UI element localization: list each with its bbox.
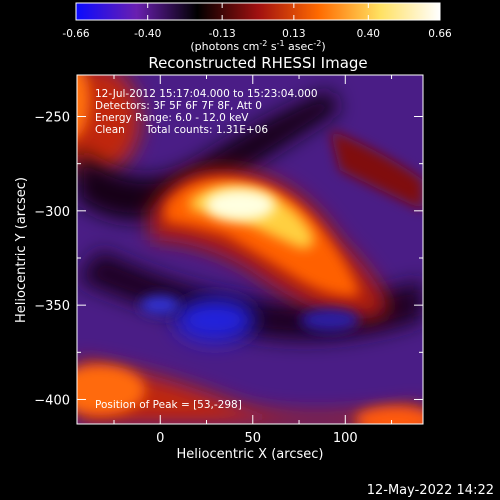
colorbar-tick-label: -0.66 — [62, 28, 89, 40]
axis-ticks: 0 50 100 −250 −300 −350 −400 — [34, 75, 423, 446]
colorbar-ticks: -0.66 -0.40 -0.13 0.13 0.40 0.66 — [62, 3, 452, 40]
x-tick-label: 100 — [333, 431, 358, 446]
blue-minimum-2 — [140, 295, 180, 315]
colorbar-tick-label: -0.13 — [209, 28, 236, 40]
annotations: 12-Jul-2012 15:17:04.000 to 15:23:04.000… — [95, 88, 318, 411]
annotation-peak: Position of Peak = [53,-298] — [95, 399, 242, 411]
intensity-map — [77, 75, 423, 424]
plot-frame — [76, 74, 424, 425]
colorbar-tick-label: -0.40 — [134, 28, 161, 40]
colorbar-label: (photons cm-2 s-1 asec-2) — [190, 39, 325, 53]
annotation-total-counts: Total counts: 1.31E+06 — [145, 124, 268, 136]
flare-core — [205, 189, 275, 221]
y-tick-label: −400 — [34, 393, 70, 408]
x-tick-label: 0 — [156, 431, 164, 446]
blue-minimum-3 — [300, 308, 360, 332]
y-tick-label: −350 — [34, 299, 70, 314]
emission-upper-left-core — [77, 75, 90, 138]
colorbar-tick-label: 0.66 — [428, 28, 452, 40]
annotation-date-range: 12-Jul-2012 15:17:04.000 to 15:23:04.000 — [95, 88, 318, 100]
chart-title: Reconstructed RHESSI Image — [148, 54, 367, 72]
emission-right — [330, 130, 423, 210]
emission-bottom-right — [355, 406, 423, 424]
x-axis-label: Heliocentric X (arcsec) — [177, 447, 324, 462]
blue-minimum — [175, 298, 255, 342]
annotation-clean: Clean — [95, 124, 125, 136]
colorbar-tick-label: 0.40 — [357, 28, 380, 40]
annotation-detectors: Detectors: 3F 5F 6F 7F 8F, Att 0 — [95, 100, 262, 112]
annotation-energy: Energy Range: 6.0 - 12.0 keV — [95, 112, 249, 124]
x-tick-label: 50 — [245, 431, 262, 446]
dark-band-upper — [77, 90, 340, 220]
colorbar: -0.66 -0.40 -0.13 0.13 0.40 0.66 (photons cm-… — [62, 2, 452, 53]
flare-source — [150, 168, 390, 319]
footer-timestamp: 12-May-2022 14:22 — [367, 483, 494, 498]
y-axis-label: Heliocentric Y (arcsec) — [14, 177, 29, 323]
emission-upper-left — [77, 75, 140, 175]
colorbar-gradient — [75, 2, 441, 21]
y-tick-label: −300 — [34, 205, 70, 220]
y-tick-label: −250 — [34, 111, 70, 126]
emission-bottom — [77, 360, 423, 424]
emission-bottom-left — [77, 365, 145, 415]
image-plot: 12-Jul-2012 15:17:04.000 to 15:23:04.000… — [34, 74, 424, 446]
colorbar-tick-label: 0.13 — [282, 28, 305, 40]
